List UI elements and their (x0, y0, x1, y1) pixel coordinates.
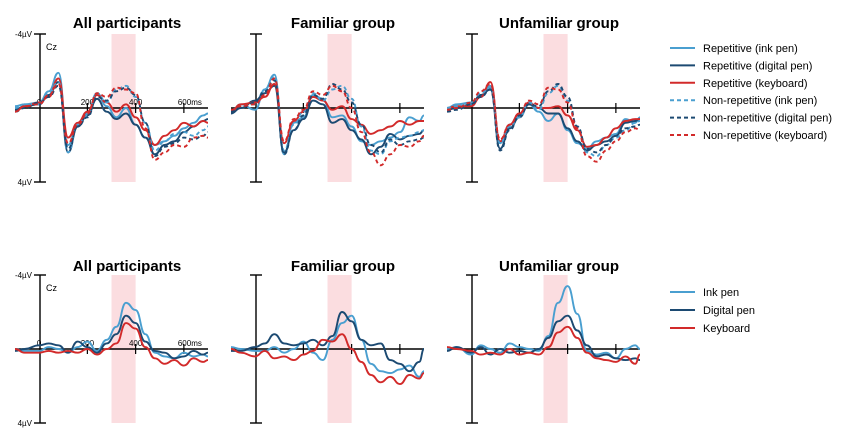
legend-label: Non-repetitive (ink pen) (703, 95, 817, 107)
legend-label: Ink pen (703, 287, 739, 299)
panel-bottom-1: Familiar group (230, 258, 425, 424)
panel-top-2: Unfamiliar group (446, 15, 641, 183)
series-line (230, 83, 424, 145)
series-line (230, 75, 425, 156)
panel-title: Familiar group (291, 258, 395, 275)
series-line (230, 77, 425, 167)
channel-label: Cz (46, 283, 57, 293)
legend-bottom: Ink pen Digital pen Keyboard (670, 287, 755, 335)
panel-bottom-0: All participants 0 200 400 600ms Cz -4µV 4µV (14, 258, 209, 428)
legend-label: Keyboard (703, 323, 750, 335)
legend-label: Repetitive (digital pen) (703, 60, 812, 72)
chart-row-bottom: All participants 0 200 400 600ms Cz -4µV 4µV Fam… (14, 258, 755, 428)
tick-label: 0 (37, 339, 42, 348)
y-min-label: -4µV (15, 30, 33, 39)
tick-label: 400 (129, 98, 143, 107)
y-max-label: 4µV (18, 419, 33, 428)
series-line (14, 301, 209, 360)
series-line (14, 322, 209, 367)
panel-top-1: Familiar group (230, 15, 425, 183)
legend-label: Non-repetitive (digital pen) (703, 113, 832, 125)
legend-top: Repetitive (ink pen) Repetitive (digital … (670, 43, 832, 142)
series-line (14, 314, 209, 360)
legend-label: Repetitive (ink pen) (703, 43, 798, 55)
legend-label: Digital pen (703, 305, 755, 317)
series-line (446, 83, 641, 163)
panel-title: Unfamiliar group (499, 258, 619, 275)
panel-title: Familiar group (291, 15, 395, 32)
series-line (446, 81, 640, 148)
tick-label: 200 (81, 339, 95, 348)
series-line (446, 325, 641, 365)
series-line (230, 314, 425, 378)
series-line (230, 79, 425, 156)
tick-label: 200 (81, 98, 95, 107)
tick-label: 600ms (178, 339, 202, 348)
legend-label: Non-repetitive (keyboard) (703, 130, 827, 142)
series-line (231, 311, 425, 373)
series-line (14, 71, 209, 146)
tick-label: 400 (129, 339, 143, 348)
panel-bottom-2: Unfamiliar group (446, 258, 641, 424)
series-line (446, 314, 641, 362)
y-min-label: -4µV (15, 271, 33, 280)
y-max-label: 4µV (18, 178, 33, 187)
panel-title: All participants (73, 15, 181, 32)
legend-label: Repetitive (keyboard) (703, 78, 808, 90)
channel-label: Cz (46, 42, 57, 52)
series-line (230, 333, 425, 386)
series-line (14, 84, 209, 158)
series-line (14, 83, 209, 161)
panel-title: All participants (73, 258, 181, 275)
series-line (14, 81, 209, 154)
tick-label: 600ms (178, 98, 202, 107)
panel-title: Unfamiliar group (499, 15, 619, 32)
series-line (446, 83, 641, 154)
